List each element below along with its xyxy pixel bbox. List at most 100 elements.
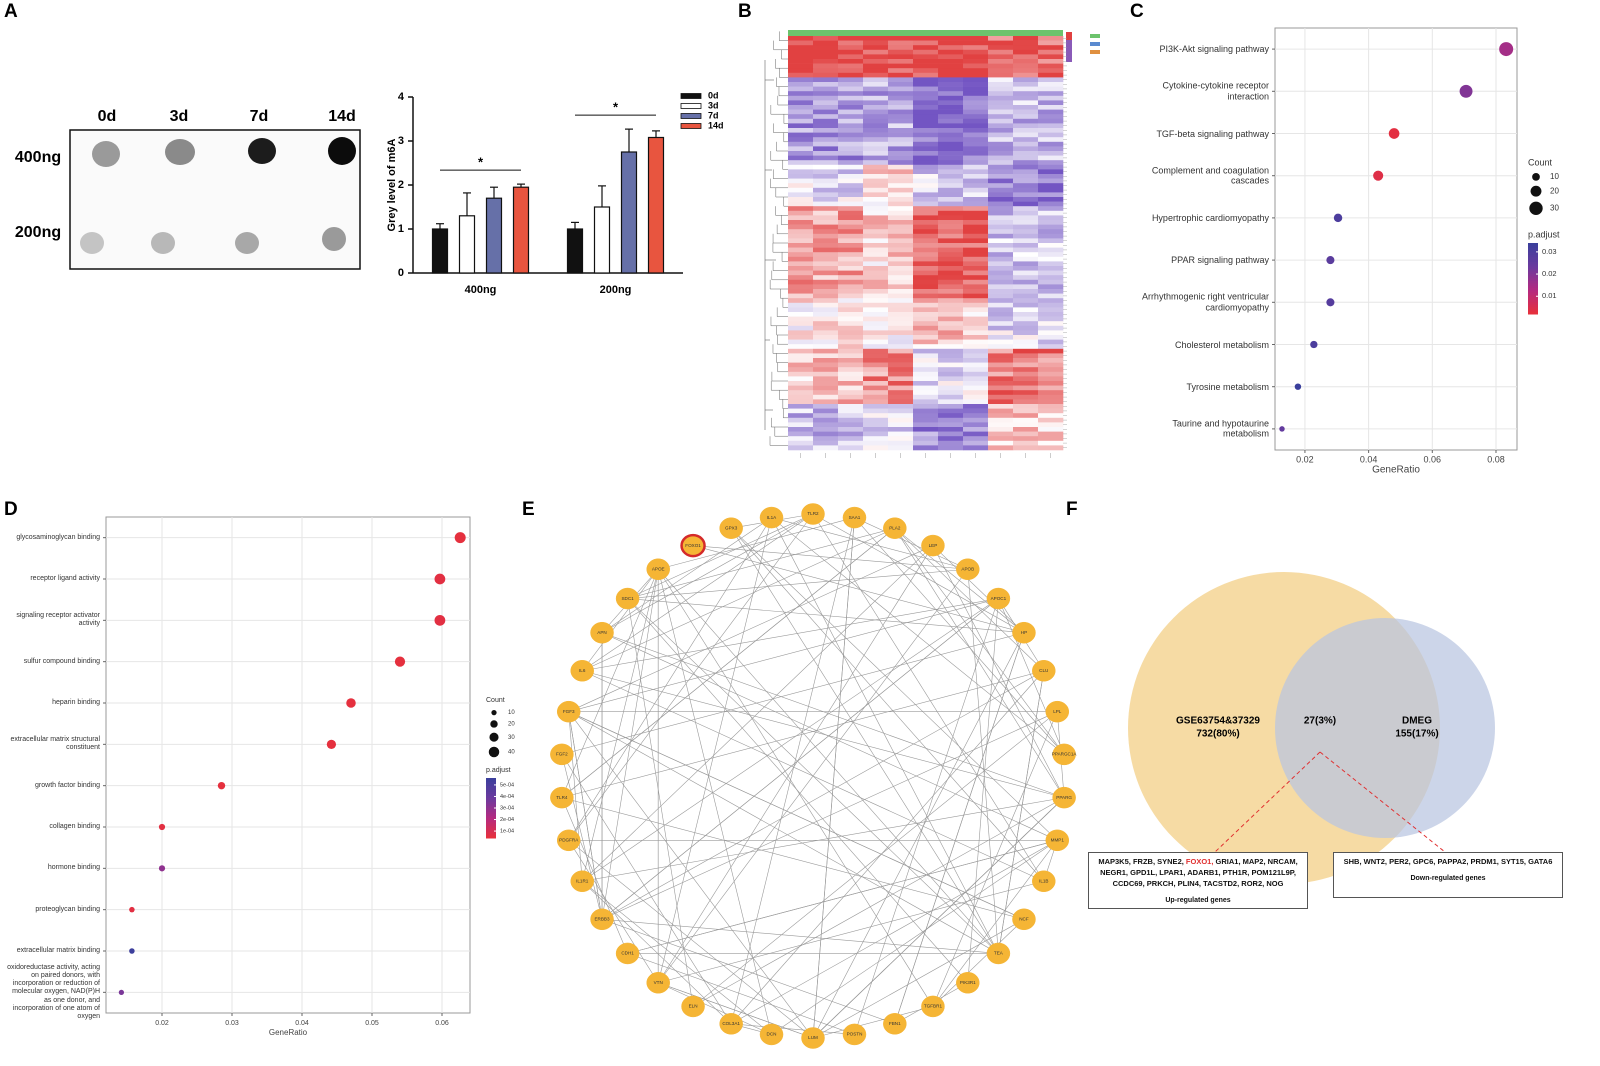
heatmap-cell	[888, 348, 914, 354]
heatmap-cell	[963, 431, 989, 437]
heatmap-cell	[963, 289, 989, 294]
heatmap-cell	[788, 183, 814, 189]
network-node: FOXO1	[680, 533, 706, 558]
node-circle	[801, 503, 825, 525]
node-circle	[1032, 660, 1056, 682]
heatmap-cell	[863, 279, 889, 285]
heatmap-cell	[813, 40, 839, 46]
heatmap-cell	[963, 427, 989, 432]
heatmap-cell	[988, 155, 1014, 161]
gene: FOXO1,	[1185, 857, 1214, 866]
heatmap-cell	[913, 45, 939, 51]
heatmap-cell	[1038, 137, 1064, 143]
heatmap-cell	[888, 247, 914, 253]
heatmap-cell	[938, 390, 964, 396]
heatmap-cell	[838, 431, 864, 437]
legend-label: 30	[1550, 203, 1559, 212]
heatmap-cell	[988, 390, 1014, 396]
network-node: COL3A1	[719, 1013, 743, 1035]
heatmap-cell	[1013, 192, 1039, 198]
x-tick-label: 400ng	[465, 284, 497, 296]
node-circle	[956, 558, 980, 580]
network-edge	[731, 840, 1058, 1025]
heatmap-cell	[988, 307, 1014, 313]
error-bar	[436, 223, 444, 229]
network-edge	[771, 840, 1058, 1035]
heatmap-cell	[888, 390, 914, 396]
heatmap-cell	[863, 151, 889, 156]
heatmap-cell	[988, 293, 1014, 299]
heatmap-cell	[788, 128, 814, 133]
colorbar-segment	[1528, 302, 1538, 306]
heatmap-cell	[1013, 256, 1039, 262]
network-edge	[601, 711, 1058, 920]
heatmap-cell	[1038, 330, 1064, 336]
heatmap-cell	[1038, 174, 1064, 179]
heatmap-cell	[1013, 151, 1039, 156]
heatmap-cell	[813, 220, 839, 225]
gene: MAP3K5,	[1098, 857, 1131, 866]
heatmap-cell	[1013, 114, 1039, 120]
heatmap-cell	[838, 321, 864, 327]
colorbar-segment	[1528, 269, 1538, 272]
heatmap-cell	[888, 49, 914, 55]
heatmap-cell	[913, 105, 939, 110]
heatmap-cell	[988, 197, 1014, 202]
heatmap-cell	[1013, 279, 1039, 285]
heatmap-cell	[813, 49, 839, 55]
network-node: APN	[590, 621, 614, 644]
legend-dot	[488, 746, 500, 758]
heatmap-cell	[838, 371, 864, 377]
node-label: ELN	[689, 1004, 698, 1009]
node-label: LPL	[1053, 709, 1062, 714]
heatmap-cell	[1013, 91, 1039, 97]
heatmap-cell	[838, 36, 864, 41]
heatmap-cell	[1038, 335, 1064, 340]
y-tick-label: Tyrosine metabolism	[1186, 381, 1269, 392]
heatmap-cell	[1038, 91, 1064, 97]
heatmap-cell	[863, 86, 889, 92]
significance-label: *	[478, 155, 484, 170]
gene-list: MAP3K5, FRZB, SYNE2, FOXO1, GRIA1, MAP2,…	[1095, 857, 1301, 890]
heatmap-cell	[788, 206, 814, 212]
heatmap-cell	[963, 86, 989, 92]
heatmap-cell	[938, 220, 964, 225]
heatmap-cell	[1038, 238, 1064, 244]
x-axis-label: GeneRatio	[1372, 465, 1420, 476]
node-circle	[615, 942, 640, 965]
node-label: ERBB3	[594, 917, 610, 922]
heatmap-cell	[913, 330, 939, 336]
heatmap-cell	[988, 266, 1014, 271]
error-bar	[517, 183, 525, 188]
colorbar-segment	[486, 782, 496, 785]
heatmap-cell	[1013, 146, 1039, 152]
heatmap-cell	[788, 229, 814, 235]
heatmap-cell	[863, 247, 889, 253]
heatmap-cell	[988, 36, 1014, 41]
network-edge	[582, 797, 1065, 882]
gene: GPD1L,	[1130, 867, 1158, 877]
heatmap-cell	[813, 362, 839, 368]
heatmap-cell	[863, 367, 889, 373]
heatmap-cell	[863, 59, 889, 64]
heatmap-cell	[963, 279, 989, 285]
heatmap-cell	[863, 293, 889, 299]
node-label: FBN1	[889, 1021, 901, 1026]
network-edge	[692, 797, 1065, 1007]
node-circle	[680, 533, 706, 558]
heatmap-cell	[1038, 169, 1064, 175]
heatmap-cell	[838, 436, 864, 442]
y-tick-label: growth factor binding	[35, 781, 100, 789]
node-circle	[1045, 700, 1070, 723]
heatmap-cell	[988, 169, 1014, 175]
heatmap-cell	[788, 160, 814, 166]
heatmap-cell	[813, 178, 839, 184]
heatmap-cell	[813, 146, 839, 152]
heatmap-cell	[988, 63, 1014, 69]
dot	[129, 906, 135, 913]
blot-spot	[322, 227, 346, 251]
heatmap-cell	[988, 413, 1014, 419]
y-tick-label: Cytokine-cytokine receptor interaction	[1162, 80, 1269, 102]
heatmap-cell	[1038, 252, 1064, 258]
heatmap	[788, 36, 1064, 451]
